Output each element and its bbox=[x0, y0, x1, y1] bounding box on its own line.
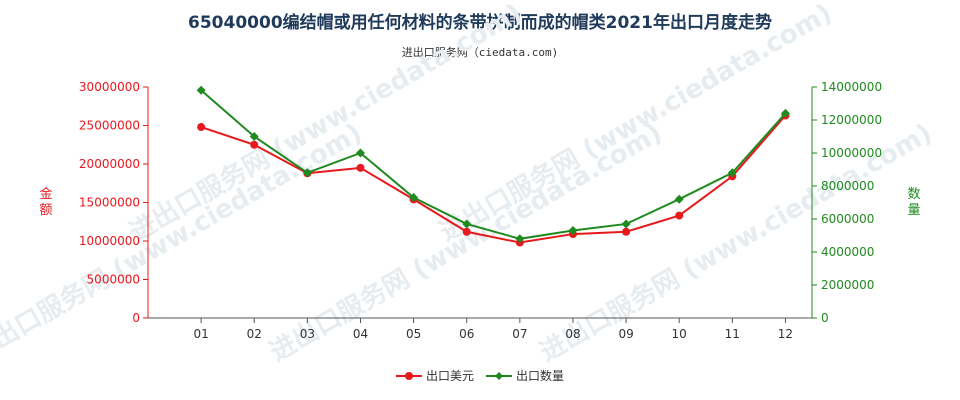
x-axis-tick-label: 04 bbox=[353, 327, 368, 341]
right-axis-tick-label: 2000000 bbox=[821, 278, 874, 292]
data-point bbox=[462, 219, 472, 229]
data-point bbox=[250, 140, 259, 149]
axes-layer: 0500000010000000150000002000000025000000… bbox=[39, 80, 920, 341]
chart-subtitle: 进出口服务网（ciedata.com) bbox=[401, 46, 559, 59]
x-axis-tick-label: 10 bbox=[672, 327, 687, 341]
left-axis-tick-label: 25000000 bbox=[79, 119, 140, 133]
data-point bbox=[674, 194, 684, 204]
legend-marker bbox=[405, 372, 413, 380]
right-axis-label: 量 bbox=[907, 203, 920, 218]
data-point bbox=[249, 132, 259, 141]
right-axis-tick-label: 6000000 bbox=[821, 212, 874, 226]
right-axis-tick-label: 8000000 bbox=[821, 179, 874, 193]
series-line bbox=[200, 89, 787, 240]
series-layer bbox=[196, 85, 790, 247]
legend-label: 出口美元 bbox=[426, 369, 474, 383]
left-axis-label: 额 bbox=[39, 203, 52, 218]
data-point bbox=[409, 193, 419, 203]
left-axis-tick-label: 20000000 bbox=[79, 157, 140, 171]
legend: 出口美元 出口数量 bbox=[396, 368, 564, 383]
x-axis-tick-label: 05 bbox=[406, 327, 421, 341]
data-point bbox=[196, 85, 206, 95]
left-axis-tick-label: 5000000 bbox=[87, 273, 140, 287]
right-axis-tick-label: 4000000 bbox=[821, 245, 874, 259]
legend-label: 出口数量 bbox=[516, 368, 564, 383]
watermark-layer: 进出口服务网 (www.ciedata.com)进出口服务网 (www.cied… bbox=[0, 0, 937, 368]
data-point bbox=[462, 227, 471, 236]
data-point bbox=[727, 168, 737, 178]
left-axis-label: 金 bbox=[39, 186, 52, 202]
x-axis-tick-label: 01 bbox=[193, 327, 208, 341]
left-axis-tick-label: 30000000 bbox=[79, 80, 140, 94]
data-point bbox=[780, 108, 790, 118]
chart-title: 65040000编结帽或用任何材料的条带拼制而成的帽类2021年出口月度走势 bbox=[188, 13, 772, 33]
series-line bbox=[200, 114, 787, 244]
x-axis-tick-label: 02 bbox=[247, 327, 262, 341]
left-axis-tick-label: 0 bbox=[132, 311, 140, 325]
data-point bbox=[568, 226, 578, 236]
data-point bbox=[302, 168, 312, 178]
right-axis-tick-label: 0 bbox=[821, 311, 829, 325]
x-axis-tick-label: 03 bbox=[300, 327, 315, 341]
right-axis-tick-label: 10000000 bbox=[821, 146, 882, 160]
data-point bbox=[621, 219, 631, 229]
x-axis-tick-label: 09 bbox=[618, 327, 633, 341]
right-axis-label: 数 bbox=[907, 187, 920, 202]
right-axis-tick-label: 14000000 bbox=[821, 80, 882, 94]
x-axis-tick-label: 07 bbox=[512, 327, 527, 341]
data-point bbox=[197, 123, 206, 132]
data-point bbox=[515, 234, 525, 244]
x-axis-tick-label: 06 bbox=[459, 327, 474, 341]
x-axis-tick-label: 12 bbox=[778, 327, 793, 341]
x-axis-tick-label: 11 bbox=[725, 327, 740, 341]
left-axis-tick-label: 15000000 bbox=[79, 196, 140, 210]
data-point bbox=[622, 227, 631, 236]
right-axis-tick-label: 12000000 bbox=[821, 113, 882, 127]
data-point bbox=[356, 163, 365, 172]
legend-marker bbox=[495, 372, 503, 380]
left-axis-tick-label: 10000000 bbox=[79, 234, 140, 248]
x-axis-tick-label: 08 bbox=[565, 327, 580, 341]
data-point bbox=[675, 211, 684, 220]
data-point bbox=[355, 148, 365, 158]
